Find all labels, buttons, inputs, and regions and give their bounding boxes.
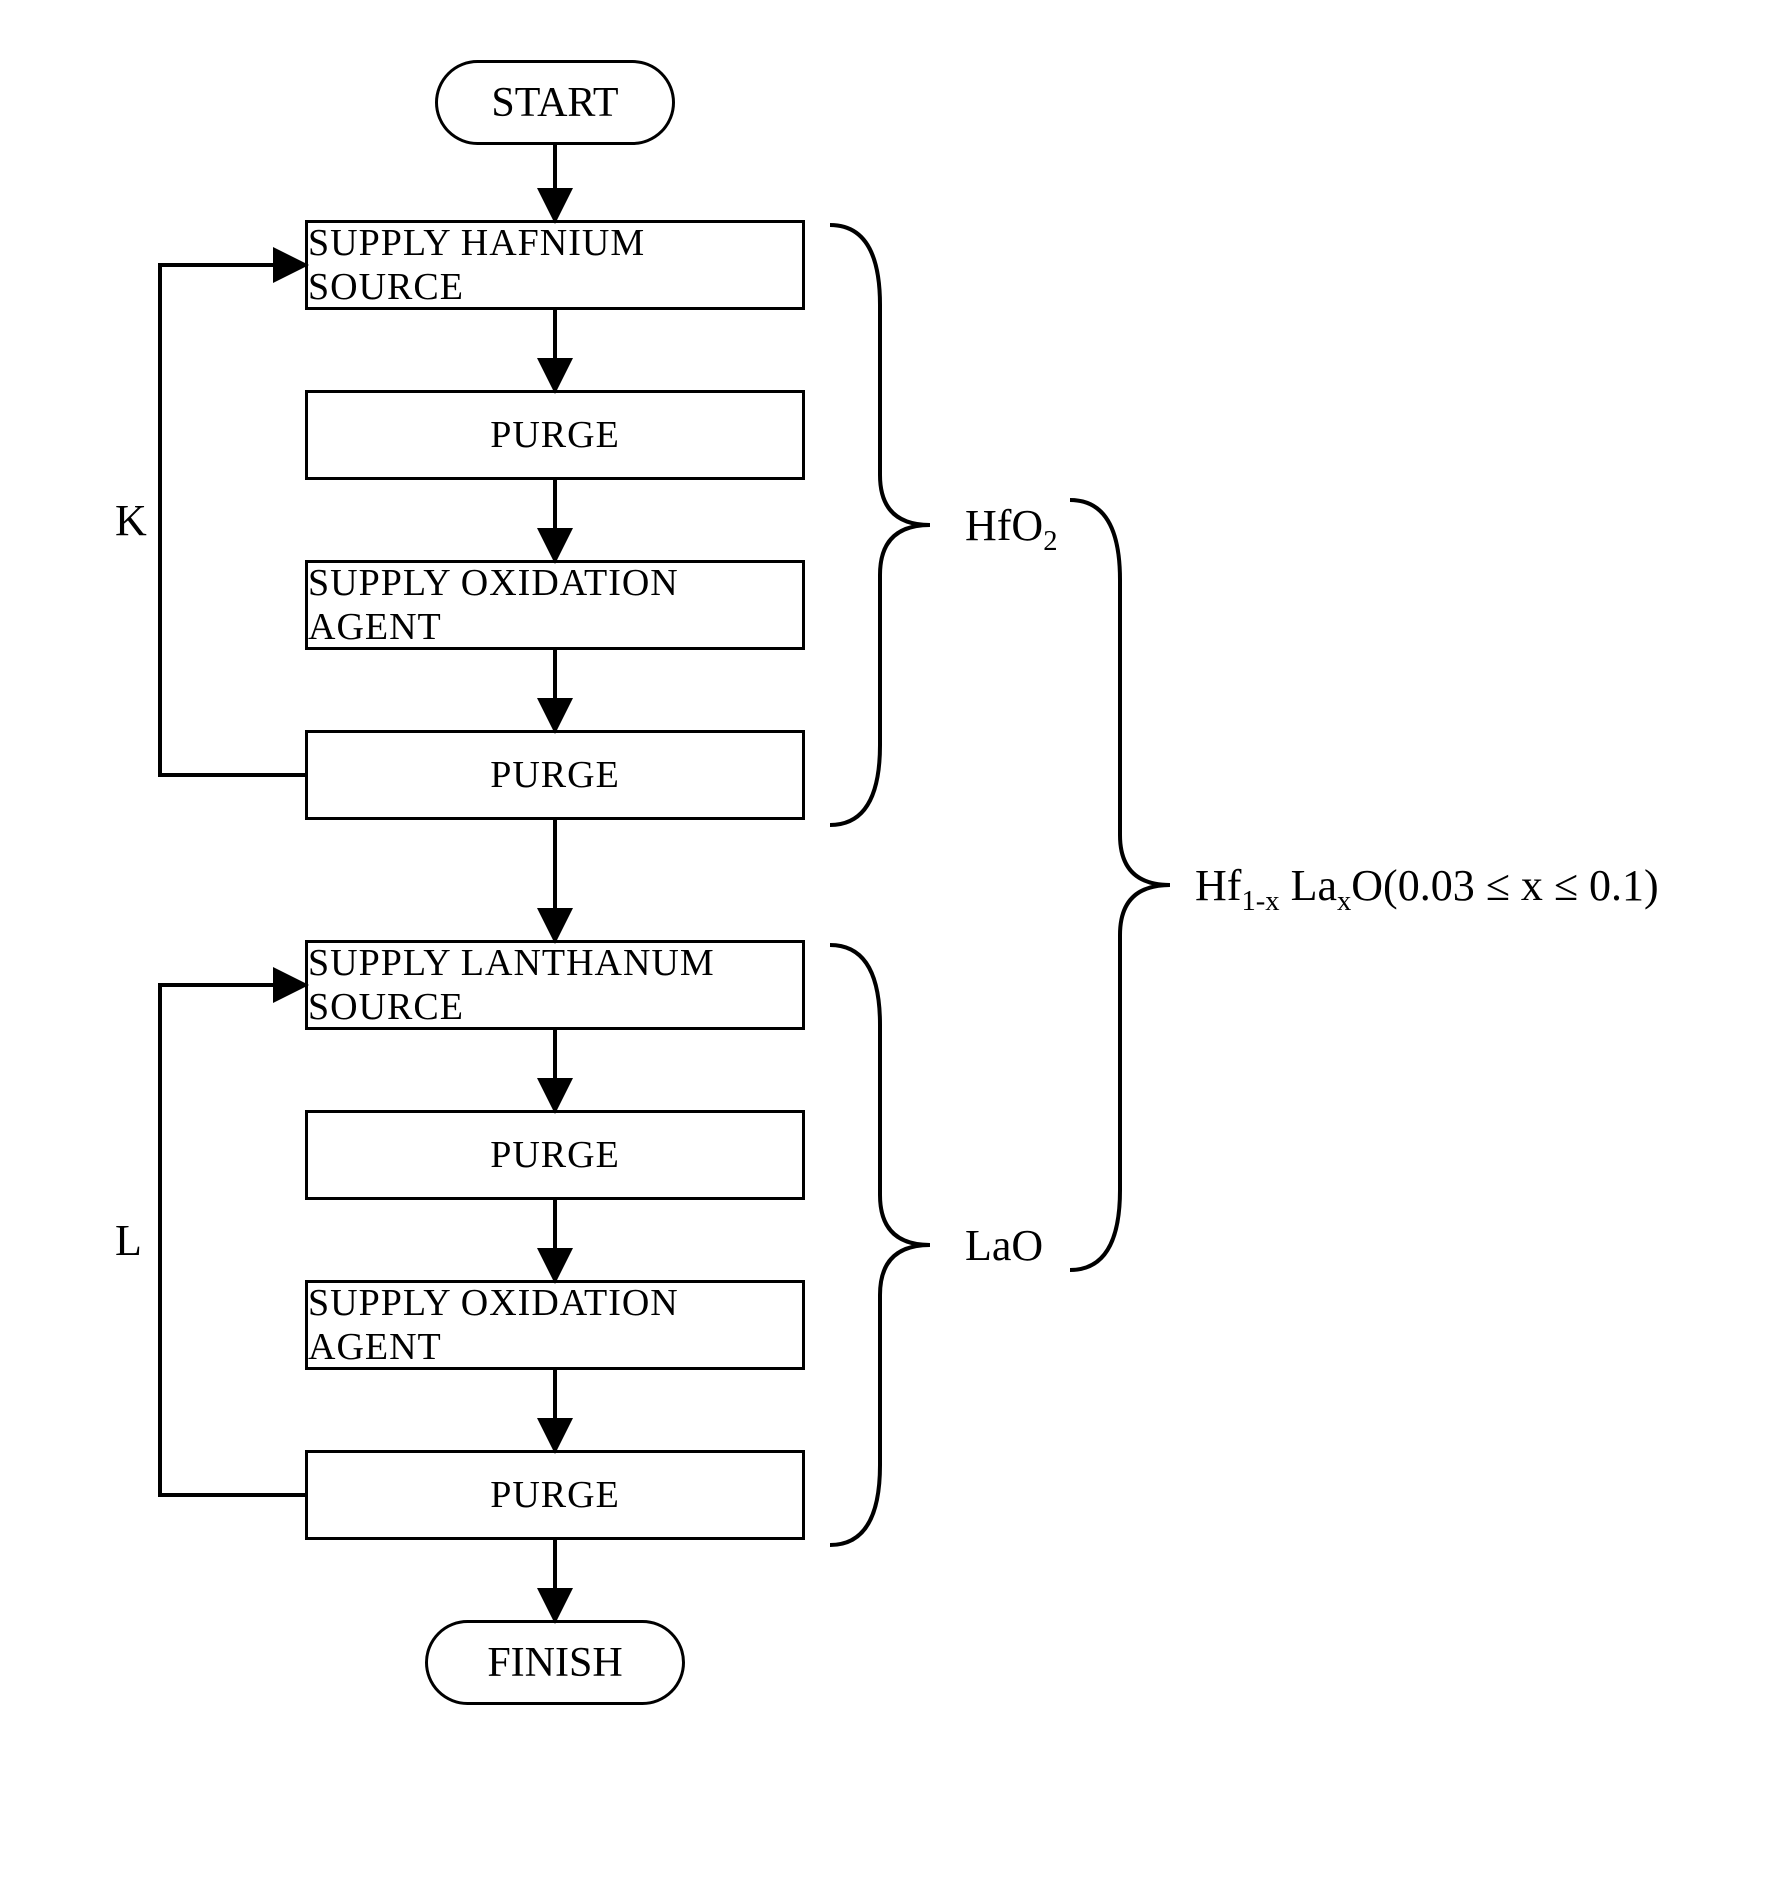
connector-overlay [0,0,1774,1890]
flowchart-canvas: START SUPPLY HAFNIUM SOURCE PURGE SUPPLY… [0,0,1774,1890]
step-label: SUPPLY OXIDATION AGENT [308,561,802,649]
step-label: PURGE [490,1473,620,1517]
step-supply-hafnium: SUPPLY HAFNIUM SOURCE [305,220,805,310]
finish-label: FINISH [487,1639,622,1687]
step-purge-1: PURGE [305,390,805,480]
step-purge-4: PURGE [305,1450,805,1540]
loop-l-label: L [115,1215,142,1266]
finish-terminal: FINISH [425,1620,685,1705]
step-label: PURGE [490,1133,620,1177]
start-terminal: START [435,60,675,145]
step-purge-2: PURGE [305,730,805,820]
step-label: SUPPLY LANTHANUM SOURCE [308,941,802,1029]
start-label: START [491,79,618,127]
brace-overall-label: Hf1-x LaxO(0.03 ≤ x ≤ 0.1) [1195,860,1659,918]
step-label: PURGE [490,753,620,797]
step-label: SUPPLY OXIDATION AGENT [308,1281,802,1369]
step-supply-oxidation-2: SUPPLY OXIDATION AGENT [305,1280,805,1370]
brace-hfo2-label: HfO2 [965,500,1058,558]
brace-lao-label: LaO [965,1220,1043,1271]
step-label: SUPPLY HAFNIUM SOURCE [308,221,802,309]
loop-k-label: K [115,495,147,546]
step-label: PURGE [490,413,620,457]
step-purge-3: PURGE [305,1110,805,1200]
step-supply-lanthanum: SUPPLY LANTHANUM SOURCE [305,940,805,1030]
step-supply-oxidation-1: SUPPLY OXIDATION AGENT [305,560,805,650]
